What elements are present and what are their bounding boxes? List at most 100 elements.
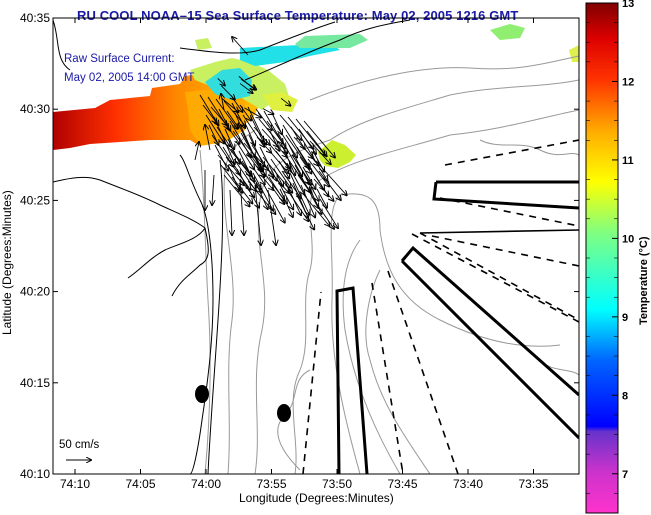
current-vector xyxy=(316,188,327,208)
current-vector xyxy=(268,176,284,201)
current-vector xyxy=(313,178,333,201)
current-vector xyxy=(308,186,322,214)
current-vector xyxy=(305,176,319,201)
current-vector xyxy=(231,176,252,203)
shipping-lanes-dashed-2 xyxy=(411,197,579,323)
chart-title: RU COOL NOAA–15 Sea Surface Temperature:… xyxy=(77,8,519,23)
current-vector xyxy=(223,174,250,206)
current-vector xyxy=(237,122,260,169)
current-vector xyxy=(219,136,251,176)
current-vector xyxy=(263,184,285,223)
colorbar xyxy=(585,2,619,514)
x-tick-label: 74:00 xyxy=(191,477,221,491)
sst-patch-north-cyan xyxy=(240,43,340,66)
current-vector xyxy=(299,156,311,173)
current-vector xyxy=(224,128,234,149)
x-tick-label: 73:45 xyxy=(387,477,417,491)
current-vector xyxy=(274,122,297,157)
y-tick-label: 40:30 xyxy=(20,102,50,116)
current-vector xyxy=(245,124,255,146)
current-vector xyxy=(269,130,279,151)
current-vector xyxy=(218,108,230,131)
current-vector xyxy=(255,182,268,209)
current-vector xyxy=(236,168,259,208)
scale-arrow-label: 50 cm/s xyxy=(59,439,100,451)
marker-dot-2 xyxy=(277,404,291,422)
current-vector xyxy=(267,148,288,173)
current-vector xyxy=(227,138,240,164)
current-vector xyxy=(275,150,291,171)
current-vector xyxy=(230,189,232,235)
current-vector xyxy=(238,150,254,182)
current-vector xyxy=(303,120,335,157)
current-vector xyxy=(280,97,290,105)
y-tick-label: 40:25 xyxy=(20,193,50,207)
current-vector xyxy=(248,134,264,166)
current-vector xyxy=(216,126,230,146)
current-vector xyxy=(291,154,312,185)
current-vector xyxy=(220,85,235,100)
current-vector xyxy=(251,144,273,177)
current-vector xyxy=(267,189,276,245)
colorbar-tick-label: 9 xyxy=(622,312,628,324)
colorbar-tick-label: 8 xyxy=(622,390,628,402)
x-axis-title: Longitude (Degrees:Minutes) xyxy=(239,491,394,505)
colorbar-title: Temperature (°C) xyxy=(638,236,650,325)
colorbar-tick-label: 13 xyxy=(622,0,634,10)
current-vector xyxy=(238,76,255,89)
current-vector xyxy=(221,94,224,111)
current-vector xyxy=(297,174,310,192)
x-tick-label: 73:50 xyxy=(322,477,352,491)
current-vector xyxy=(254,184,261,245)
current-vector xyxy=(205,125,211,151)
current-vector xyxy=(211,134,234,167)
sst-patch-green-ne xyxy=(490,24,525,40)
sst-patch-cyan xyxy=(205,68,252,100)
current-vector xyxy=(194,142,199,161)
current-vector xyxy=(221,118,240,144)
sst-patch-north-green2 xyxy=(295,34,368,48)
current-vector xyxy=(289,172,309,215)
current-vector xyxy=(285,134,309,168)
current-vector xyxy=(286,162,304,194)
current-vector xyxy=(319,198,338,228)
current-vector xyxy=(266,120,283,144)
colorbar-tick-label: 11 xyxy=(622,155,634,167)
current-vector xyxy=(241,160,261,189)
current-vector xyxy=(276,178,293,209)
current-vector xyxy=(271,186,284,204)
current-vector xyxy=(279,188,293,217)
marker-dot-1 xyxy=(195,385,209,403)
sst-patch-green-mid xyxy=(262,92,298,112)
current-vector xyxy=(304,148,319,166)
current-vector xyxy=(270,158,291,188)
current-vector xyxy=(309,140,331,164)
y-axis-ticks: 40:10 40:15 40:20 40:25 40:30 40:35 xyxy=(20,11,579,481)
x-tick-label: 74:10 xyxy=(60,477,90,491)
current-vector xyxy=(239,83,253,93)
current-vector xyxy=(244,107,261,118)
y-tick-label: 40:10 xyxy=(20,467,50,481)
current-vector xyxy=(300,184,315,217)
current-vector xyxy=(287,116,314,149)
y-tick-label: 40:20 xyxy=(20,285,50,299)
current-vector xyxy=(295,118,325,155)
current-vector xyxy=(239,179,244,235)
current-vector xyxy=(306,130,327,156)
current-vector xyxy=(228,166,239,190)
current-vector xyxy=(212,174,214,205)
lane-southeast xyxy=(400,245,579,440)
current-vectors xyxy=(194,37,347,245)
solid-lanes xyxy=(335,180,579,474)
x-axis-ticks: 74:10 74:05 74:00 73:55 73:50 73:45 73:40 73:35… xyxy=(60,18,611,491)
lane-east xyxy=(432,180,579,210)
current-vector xyxy=(277,132,302,176)
current-vector xyxy=(282,124,310,169)
current-vector xyxy=(290,126,305,149)
current-vector xyxy=(262,108,274,115)
current-vector xyxy=(225,156,250,190)
bathymetry-contours xyxy=(199,55,579,474)
current-vector xyxy=(221,98,239,112)
current-vector xyxy=(318,170,341,200)
